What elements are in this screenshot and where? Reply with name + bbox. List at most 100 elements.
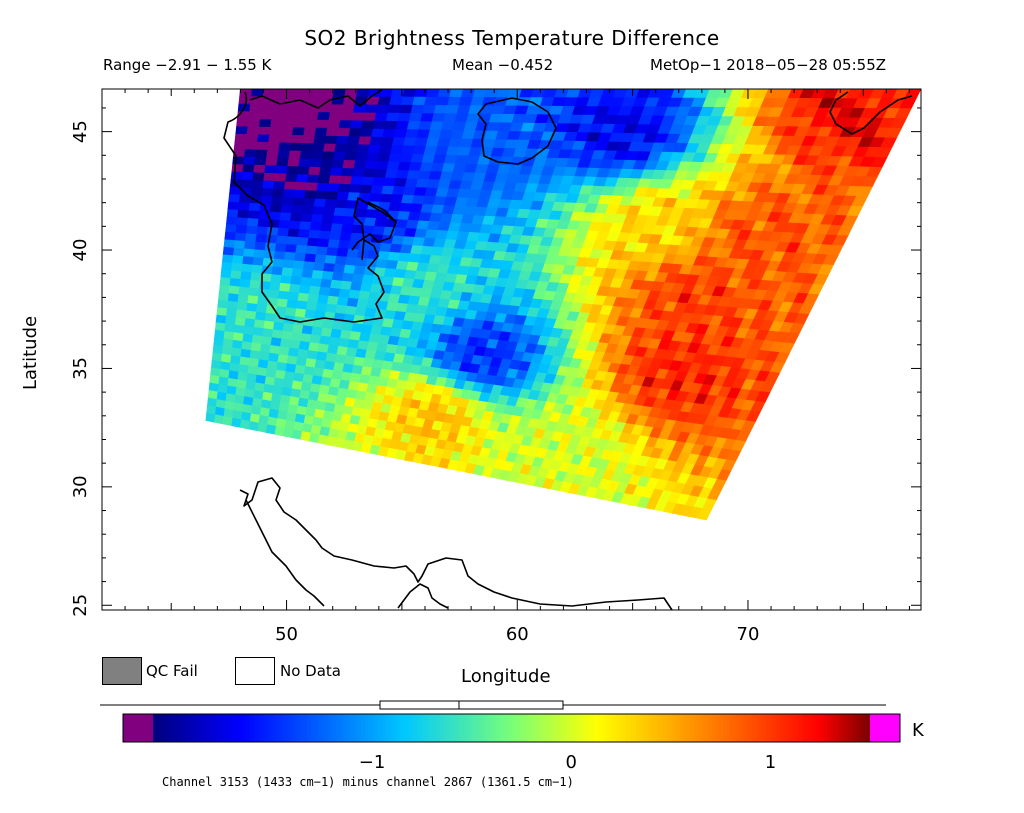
swath-pixel	[372, 120, 387, 130]
swath-pixel	[275, 165, 289, 175]
colorbar-segment	[375, 714, 380, 742]
colorbar-segment	[386, 714, 391, 742]
swath-pixel	[359, 128, 374, 138]
swath-pixel	[324, 135, 338, 145]
swath-pixel	[341, 224, 354, 234]
colorbar-segment	[611, 714, 617, 742]
colorbar-segment	[662, 714, 667, 742]
swath-pixel	[225, 224, 238, 234]
qc-fail-swatch	[102, 657, 142, 685]
colorbar-segment	[403, 714, 409, 742]
swath-pixel	[380, 136, 395, 146]
colorbar-segment	[805, 714, 810, 742]
swath-pixel	[267, 142, 281, 151]
swath-pixel	[287, 228, 300, 238]
swath-pixel	[375, 161, 390, 171]
swath-pixel	[250, 272, 263, 282]
swath-pixel	[225, 315, 237, 326]
swath-pixel	[251, 180, 264, 189]
colorbar-segment	[382, 714, 387, 742]
swath-pixel	[324, 199, 338, 209]
colorbar-segment	[615, 714, 620, 742]
swath-pixel	[325, 191, 339, 201]
swath-pixel	[328, 112, 343, 121]
colorbar-segment	[676, 714, 681, 742]
swath-pixel	[281, 330, 293, 341]
swath-pixel	[306, 237, 320, 248]
swath-pixel	[269, 204, 283, 214]
swath-pixel	[262, 88, 276, 98]
colorbar-segment	[629, 714, 634, 742]
swath-pixel	[383, 177, 397, 187]
colorbar-segment	[862, 714, 868, 742]
colorbar-segment	[192, 714, 197, 742]
swath-pixel	[319, 167, 333, 177]
swath-pixel	[307, 293, 320, 304]
swath-pixel	[367, 144, 382, 154]
swath-pixel	[230, 171, 244, 181]
swath-pixel	[403, 137, 418, 147]
colorbar-segment	[515, 714, 520, 742]
colorbar-segment	[393, 714, 398, 742]
colorbar-segment	[801, 714, 807, 742]
swath-pixel	[281, 267, 294, 277]
swath-pixel	[310, 151, 324, 160]
swath-pixel	[329, 231, 342, 241]
swath-pixel	[278, 220, 291, 230]
swath-pixel	[250, 187, 264, 197]
swath-pixel	[437, 88, 452, 98]
swath-pixel	[401, 145, 416, 155]
colorbar-segment	[389, 714, 394, 742]
colorbar-segment	[816, 714, 821, 742]
colorbar-segment	[486, 714, 491, 742]
y-tick-label: 40	[70, 239, 91, 262]
colorbar-segment	[583, 714, 588, 742]
range-text: Range −2.91 − 1.55 K	[103, 56, 272, 74]
swath-pixel	[240, 271, 253, 281]
colorbar-segment	[758, 714, 764, 742]
colorbar-segment	[260, 714, 265, 742]
swath-pixel	[309, 88, 323, 98]
swath-pixel	[234, 232, 247, 242]
swath-pixel	[243, 156, 256, 166]
swath-pixel	[232, 156, 245, 166]
swath-pixel	[288, 220, 302, 230]
swath-pixel	[267, 219, 281, 229]
swath-pixel	[374, 217, 388, 228]
swath-pixel	[256, 226, 269, 236]
swath-pixel	[252, 172, 265, 182]
swath-pixel	[218, 284, 231, 294]
colorbar-segment	[794, 714, 799, 742]
colorbar-segment	[590, 714, 595, 742]
swath-pixel	[221, 261, 233, 272]
colorbar-segment	[418, 714, 423, 742]
swath-pixel	[305, 182, 319, 192]
swath-pixel	[335, 199, 348, 209]
swath-pixel	[326, 295, 340, 306]
swath-pixel	[222, 416, 234, 427]
swath-pixel	[257, 218, 270, 228]
swath-pixel	[318, 286, 331, 297]
swath-pixel	[341, 272, 355, 283]
swath-pixel	[386, 161, 401, 171]
swath-pixel	[235, 309, 248, 319]
x-axis-label: Longitude	[461, 666, 551, 687]
swath-pixel	[333, 207, 347, 217]
swath-pixel	[390, 88, 406, 98]
swath-pixel	[235, 224, 248, 234]
swath-pixel	[351, 168, 366, 178]
swath-pixel	[333, 263, 346, 274]
swath-pixel	[273, 250, 286, 261]
swath-pixel	[320, 278, 333, 289]
colorbar-segment	[730, 714, 735, 742]
swath-pixel	[255, 149, 268, 159]
colorbar-segment	[479, 714, 484, 742]
swath-pixel	[302, 135, 316, 145]
swath-pixel	[355, 88, 370, 98]
swath-pixel	[271, 111, 285, 121]
colorbar: −1 0 1	[100, 700, 901, 773]
swath-pixel	[283, 181, 297, 191]
qc-fail-label: QC Fail	[146, 662, 198, 680]
swath-pixel	[412, 96, 427, 106]
swath-pixel	[214, 414, 225, 425]
